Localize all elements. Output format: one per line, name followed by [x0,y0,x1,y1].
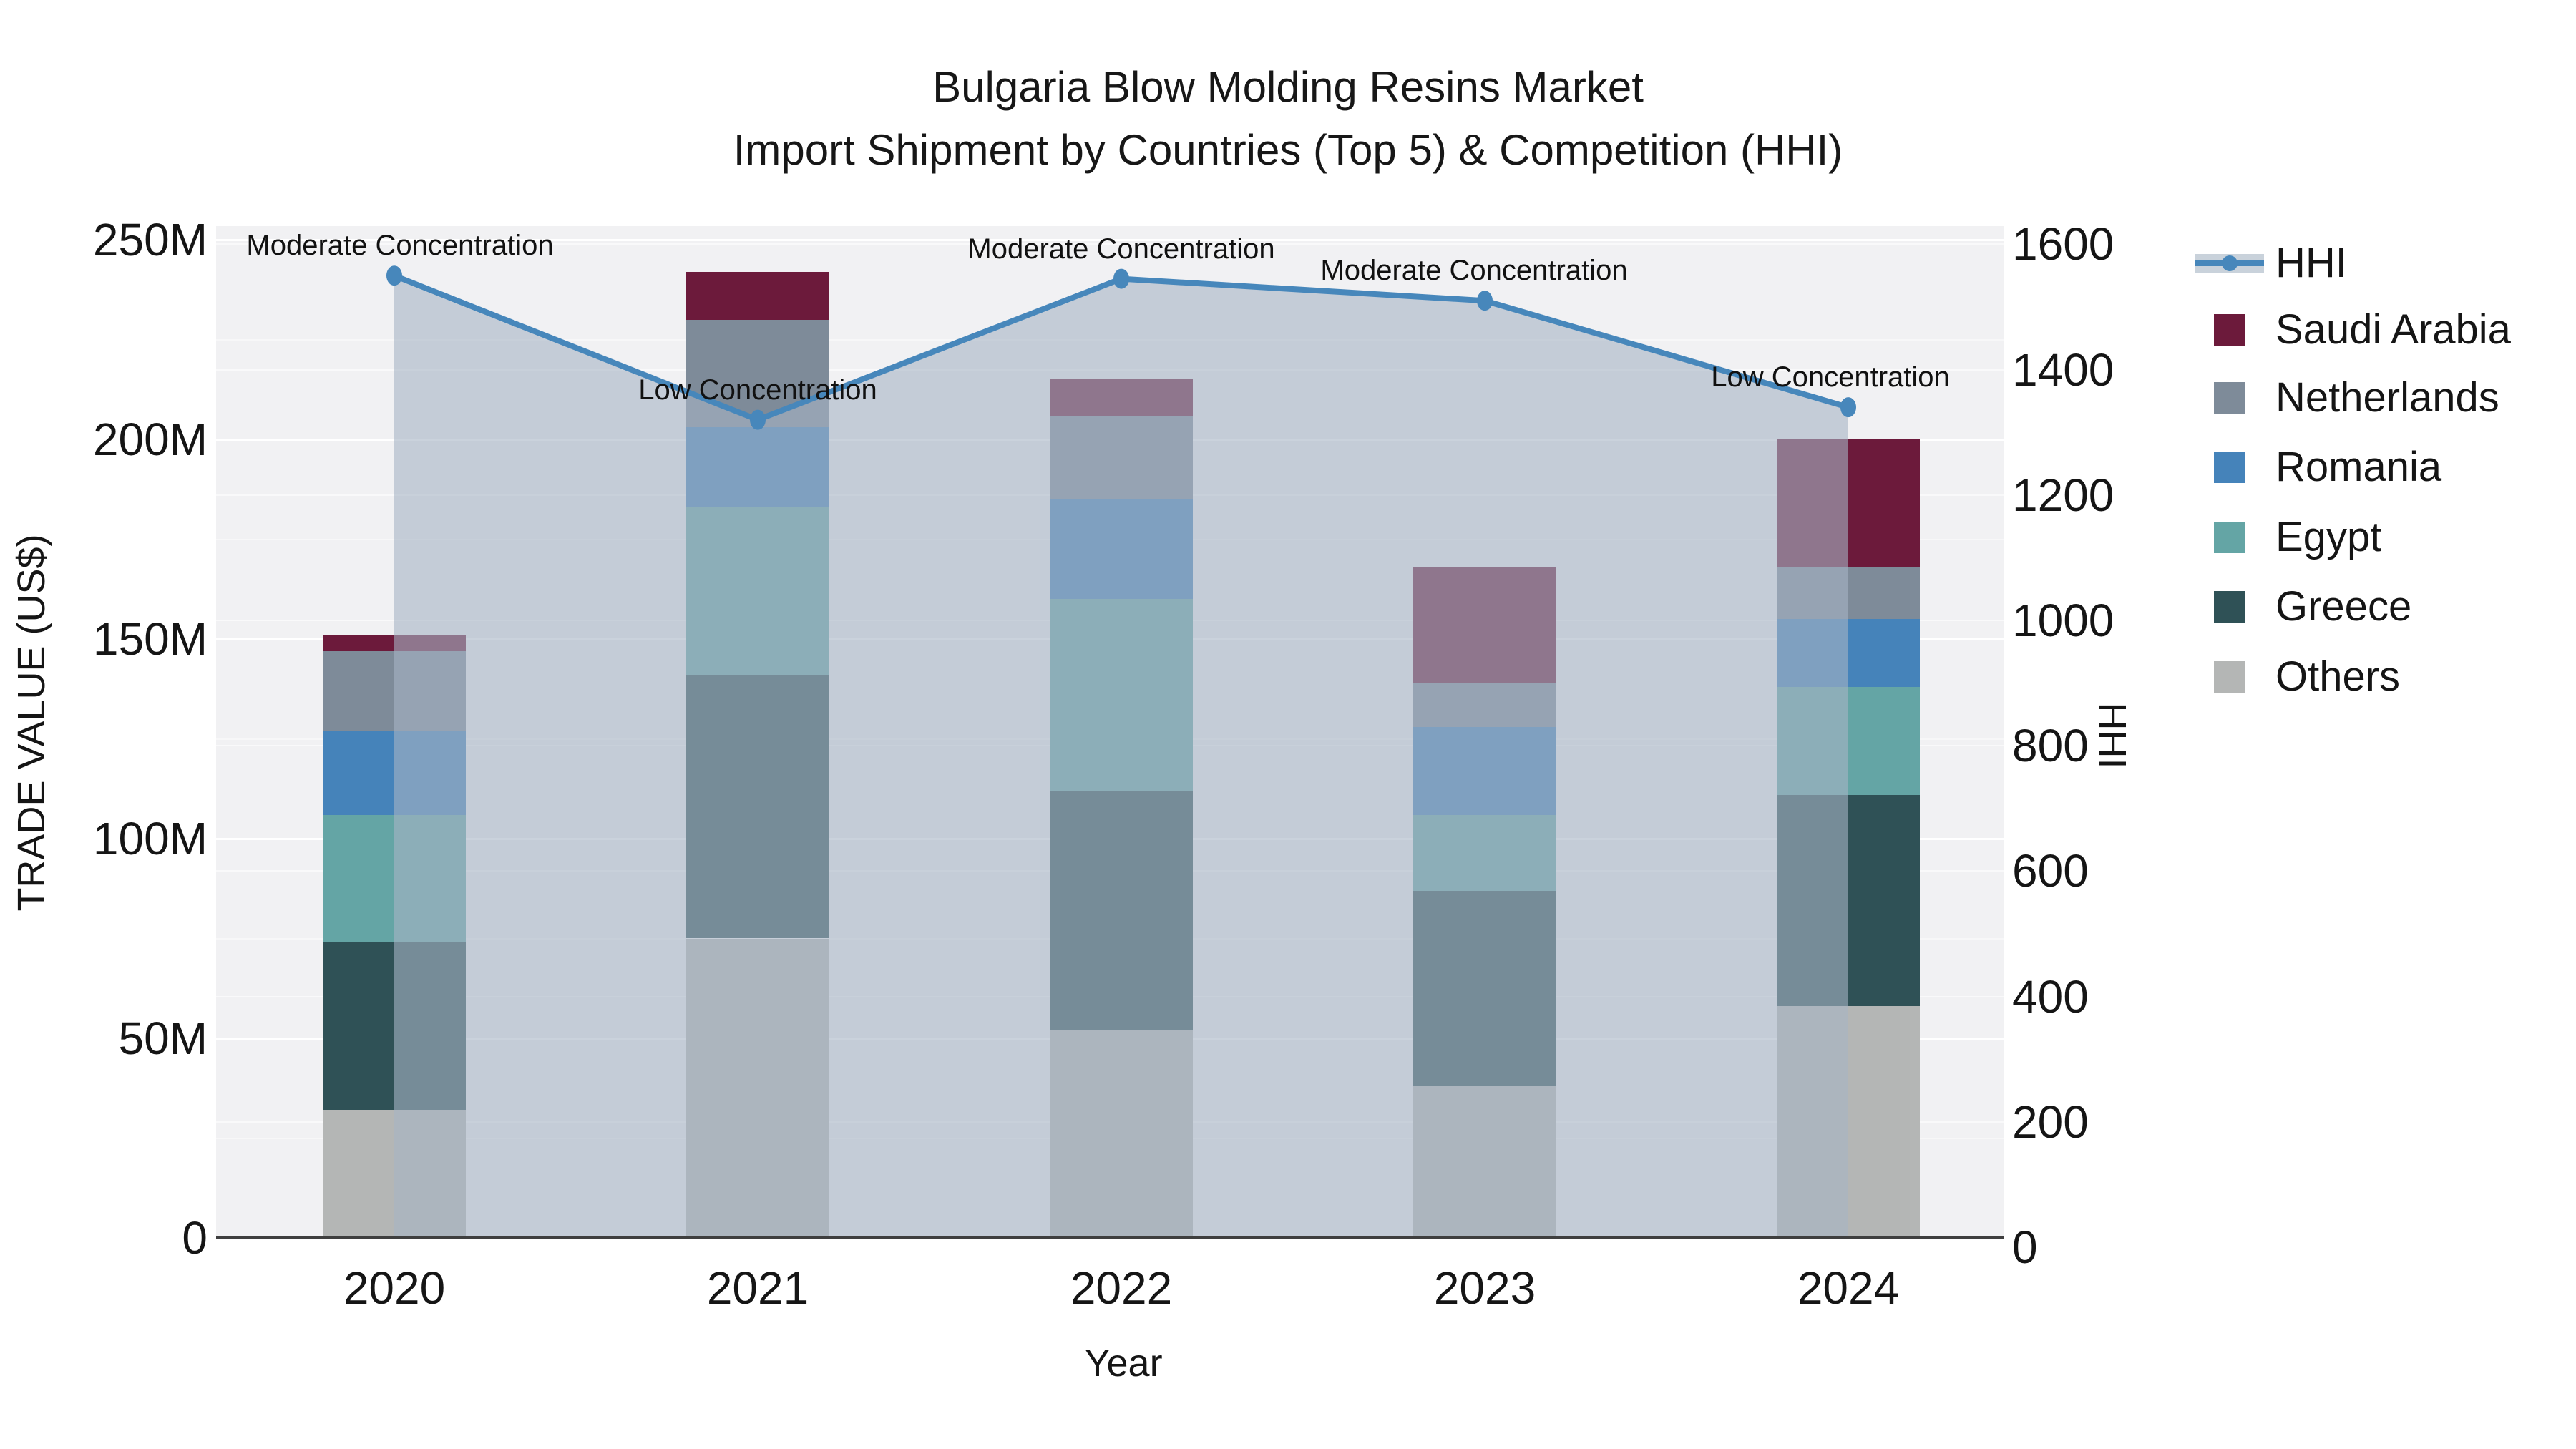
legend-item-romania[interactable]: Romania [2195,444,2441,490]
annotation-2021: Low Concentration [638,374,877,406]
x-tick-2022: 2022 [1070,1262,1173,1314]
legend-label: Egypt [2275,514,2382,560]
egypt-color-swatch [2214,522,2245,553]
legend-item-others[interactable]: Others [2195,654,2400,700]
y-right-tick-1600: 1600 [2012,218,2114,270]
legend-item-netherlands[interactable]: Netherlands [2195,375,2499,421]
x-tick-2021: 2021 [706,1262,809,1314]
bar-segment-saudi-arabia-2021[interactable] [686,271,829,320]
x-tick-2024: 2024 [1797,1262,1900,1314]
hhi-area-fill [394,275,1848,1238]
y-right-tick-600: 600 [2012,845,2089,897]
y-left-tick-0: 0 [182,1212,208,1264]
gridline-right-1600 [216,243,2004,245]
legend-label: HHI [2275,240,2347,286]
x-axis-line [216,1236,2004,1239]
greece-color-swatch [2214,591,2245,623]
y-right-tick-800: 800 [2012,720,2089,772]
legend-label: Greece [2275,583,2412,630]
legend-label: Others [2275,653,2401,700]
y-left-tick-100M: 100M [92,813,208,864]
egypt-swatch-icon [2195,514,2264,560]
y-axis-right-title: HHI [2091,702,2134,769]
romania-swatch-icon [2195,444,2264,490]
y-right-tick-1000: 1000 [2012,595,2114,646]
chart-title: Bulgaria Blow Molding Resins Market Impo… [0,56,2576,182]
y-right-tick-0: 0 [2012,1221,2038,1273]
greece-swatch-icon [2195,584,2264,630]
hhi-marker-2023[interactable] [1477,291,1493,311]
legend-item-hhi[interactable]: HHI [2195,240,2347,286]
y-left-tick-200M: 200M [92,414,208,465]
netherlands-swatch-icon [2195,375,2264,421]
netherlands-color-swatch [2214,382,2245,414]
chart-title-line2: Import Shipment by Countries (Top 5) & C… [733,126,1843,174]
y-left-tick-150M: 150M [92,613,208,665]
x-tick-2023: 2023 [1433,1262,1536,1314]
annotation-2020: Moderate Concentration [246,230,554,262]
x-axis-title: Year [1084,1342,1163,1385]
hhi-marker-2021[interactable] [750,409,766,430]
chart-title-line1: Bulgaria Blow Molding Resins Market [932,63,1644,111]
gridline-left-250M [216,239,2004,241]
y-axis-left-title: TRADE VALUE (US$) [10,534,53,912]
x-tick-2020: 2020 [343,1262,446,1314]
y-left-tick-250M: 250M [92,214,208,265]
y-right-tick-200: 200 [2012,1096,2089,1148]
hhi-line-icon [2195,240,2264,286]
legend-item-saudi-arabia[interactable]: Saudi Arabia [2195,307,2511,353]
others-swatch-icon [2195,654,2264,700]
hhi-marker-2024[interactable] [1840,397,1856,418]
others-color-swatch [2214,661,2245,693]
y-right-tick-400: 400 [2012,970,2089,1023]
saudi-arabia-swatch-icon [2195,307,2264,353]
legend-label: Romania [2275,444,2442,490]
legend-label: Saudi Arabia [2275,306,2511,353]
hhi-marker-2022[interactable] [1113,268,1129,289]
annotation-2022: Moderate Concentration [967,233,1275,265]
annotation-2024: Low Concentration [1711,361,1950,394]
y-right-tick-1400: 1400 [2012,343,2114,396]
hhi-line-chart [386,265,1856,1238]
y-left-tick-50M: 50M [118,1013,208,1064]
legend-item-egypt[interactable]: Egypt [2195,514,2381,560]
plot-area [216,226,2004,1238]
legend-label: Netherlands [2275,374,2499,421]
hhi-marker-2020[interactable] [386,265,402,286]
legend-item-greece[interactable]: Greece [2195,584,2411,630]
saudi-arabia-color-swatch [2214,314,2245,346]
annotation-2023: Moderate Concentration [1320,255,1628,287]
hhi-marker-dot-icon [2222,255,2238,271]
romania-color-swatch [2214,452,2245,483]
y-right-tick-1200: 1200 [2012,469,2114,521]
